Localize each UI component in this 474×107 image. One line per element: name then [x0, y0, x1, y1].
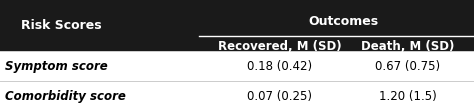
Text: 0.07 (0.25): 0.07 (0.25)	[247, 90, 312, 103]
Text: Recovered, M (SD): Recovered, M (SD)	[218, 39, 341, 53]
Text: Comorbidity score: Comorbidity score	[5, 90, 126, 103]
FancyBboxPatch shape	[0, 0, 474, 51]
Text: Outcomes: Outcomes	[309, 15, 379, 28]
Text: 0.18 (0.42): 0.18 (0.42)	[247, 60, 312, 73]
Text: Symptom score: Symptom score	[5, 60, 108, 73]
Text: 0.67 (0.75): 0.67 (0.75)	[375, 60, 440, 73]
Text: 1.20 (1.5): 1.20 (1.5)	[379, 90, 437, 103]
Text: Death, M (SD): Death, M (SD)	[361, 39, 454, 53]
Text: Risk Scores: Risk Scores	[21, 19, 102, 32]
